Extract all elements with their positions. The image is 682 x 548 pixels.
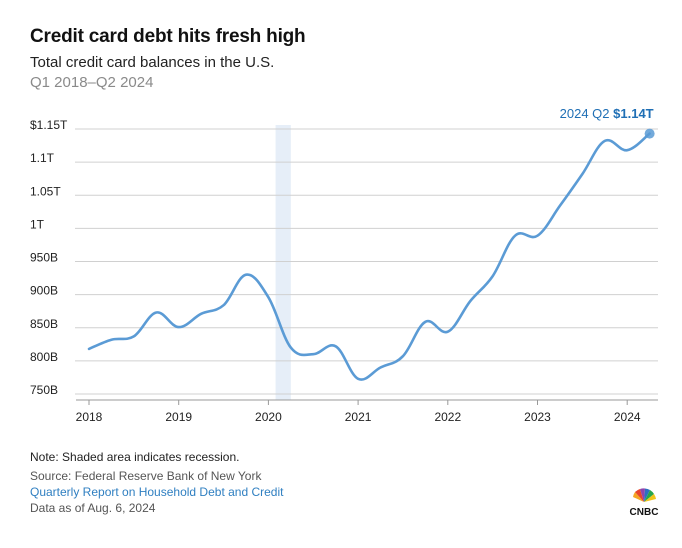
source-text: Source: Federal Reserve Bank of New York <box>30 469 262 483</box>
x-tick-label: 2022 <box>434 410 461 424</box>
x-tick-label: 2021 <box>345 410 372 424</box>
x-tick-label: 2018 <box>76 410 103 424</box>
latest-value-annotation: 2024 Q2 $1.14T <box>560 106 654 121</box>
recession-note: Note: Shaded area indicates recession. <box>30 450 240 464</box>
recession-band <box>275 125 291 400</box>
chart-period: Q1 2018–Q2 2024 <box>30 74 154 91</box>
data-as-of: Data as of Aug. 6, 2024 <box>30 501 156 515</box>
y-tick-label: 950B <box>30 251 58 265</box>
chart-title: Credit card debt hits fresh high <box>30 26 306 47</box>
logo-text: CNBC <box>630 507 659 518</box>
y-tick-label: 1T <box>30 217 45 231</box>
x-tick-label: 2024 <box>614 410 641 424</box>
y-tick-label: 750B <box>30 383 58 397</box>
x-tick-label: 2020 <box>255 410 282 424</box>
report-link[interactable]: Quarterly Report on Household Debt and C… <box>30 485 284 499</box>
y-tick-label: 850B <box>30 317 58 331</box>
x-tick-label: 2019 <box>165 410 192 424</box>
y-tick-label: 1.05T <box>30 184 61 198</box>
y-tick-label: 1.1T <box>30 151 55 165</box>
cnbc-peacock-logo: CNBC <box>630 488 659 518</box>
x-tick-label: 2023 <box>524 410 551 424</box>
latest-point-marker <box>644 128 655 139</box>
annotation-period: 2024 Q2 <box>560 106 614 121</box>
peacock-icon <box>633 488 656 502</box>
line-chart: $1.15T 1.1T 1.05T 1T 950B 900B 850B 800B 750B 20… <box>30 106 658 424</box>
annotation-value: $1.14T <box>613 106 654 121</box>
series-line <box>87 132 651 381</box>
y-tick-label: 900B <box>30 284 58 298</box>
chart-subtitle: Total credit card balances in the U.S. <box>30 54 275 71</box>
y-tick-label: 800B <box>30 350 58 364</box>
y-tick-label: $1.15T <box>30 118 68 132</box>
